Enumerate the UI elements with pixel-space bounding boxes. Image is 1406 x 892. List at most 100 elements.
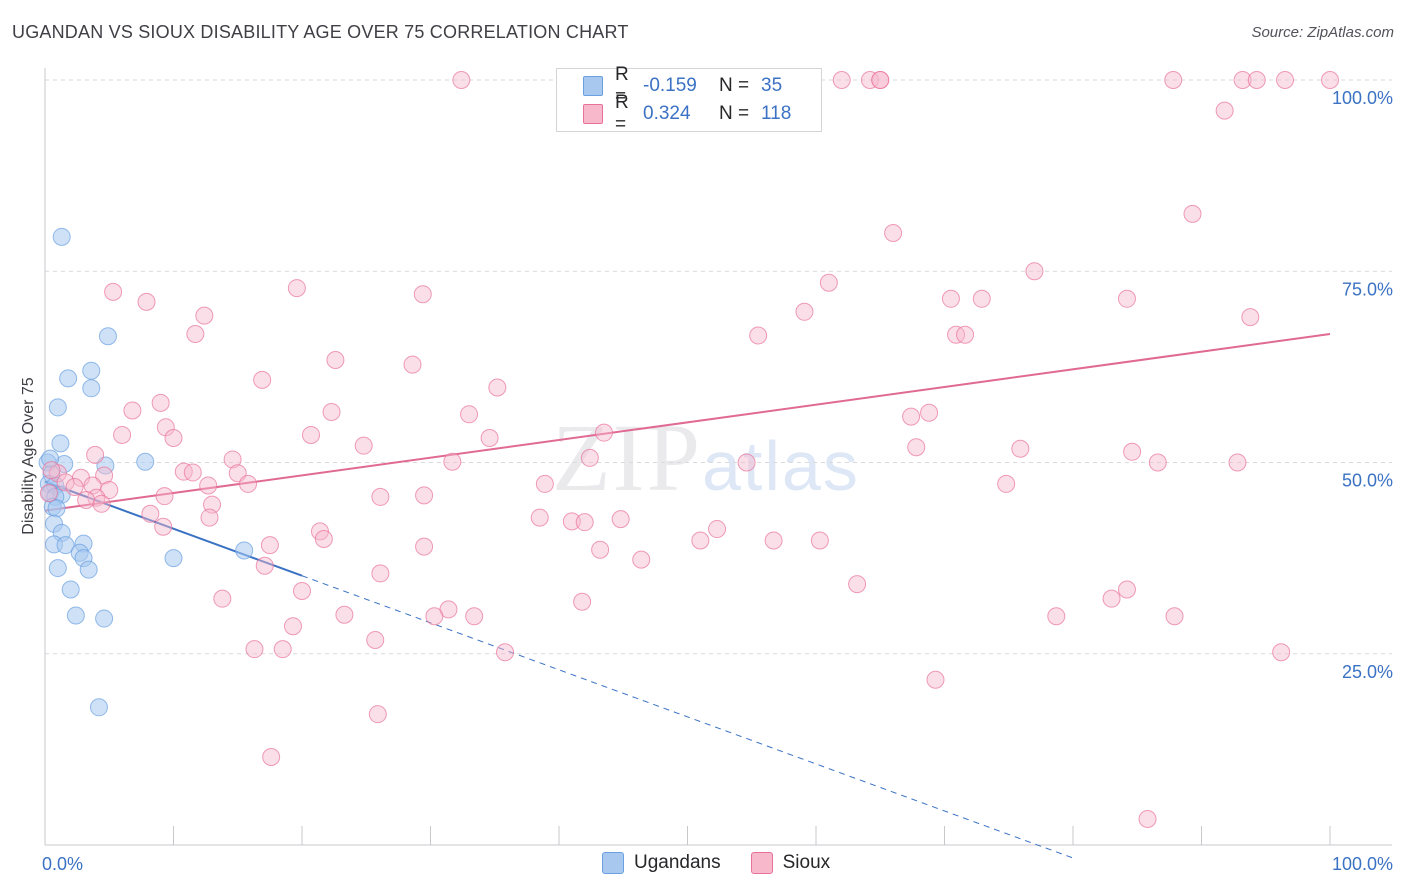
point-sioux	[213, 589, 232, 608]
legend-row-sioux: R = 0.324 N = 118	[557, 92, 792, 135]
legend-item-ugandans[interactable]: Ugandans	[602, 852, 721, 874]
point-ugandans	[59, 369, 78, 388]
point-ugandans	[48, 559, 67, 578]
point-sioux	[425, 607, 444, 626]
point-sioux	[200, 508, 219, 527]
point-sioux	[156, 418, 175, 437]
watermark-sub: atlas	[702, 427, 860, 505]
legend-item-sioux[interactable]: Sioux	[750, 852, 830, 874]
trend-line-sioux	[44, 332, 1331, 512]
point-sioux	[1102, 589, 1121, 608]
legend-label-ugandans: Ugandans	[634, 852, 721, 873]
point-sioux	[848, 575, 867, 594]
point-sioux	[871, 71, 890, 89]
point-sioux	[39, 484, 58, 503]
point-ugandans	[82, 379, 101, 398]
point-sioux	[941, 289, 960, 308]
point-sioux	[632, 550, 651, 569]
y-tick-label: 75.0%	[1342, 279, 1393, 299]
point-sioux	[301, 425, 320, 444]
point-sioux	[810, 531, 829, 550]
point-sioux	[354, 436, 373, 455]
point-sioux	[287, 279, 306, 298]
point-ugandans	[48, 398, 67, 417]
point-sioux	[141, 504, 160, 523]
point-sioux	[255, 556, 274, 575]
data-points	[38, 71, 1339, 828]
point-sioux	[573, 592, 592, 611]
point-ugandans	[66, 606, 85, 625]
point-sioux	[708, 520, 727, 539]
point-sioux	[1165, 607, 1184, 626]
legend-n-label: N =	[719, 103, 750, 124]
point-sioux	[415, 486, 434, 505]
point-sioux	[691, 531, 710, 550]
point-sioux	[195, 306, 214, 325]
point-sioux	[164, 429, 183, 448]
point-sioux	[368, 705, 387, 724]
trend-lines	[44, 332, 1331, 859]
correlation-legend: R = -0.159 N = 35 R = 0.324 N = 118	[556, 64, 822, 135]
point-sioux	[245, 640, 264, 659]
point-ugandans	[95, 609, 114, 628]
legend-r-label: R =	[615, 92, 629, 135]
point-sioux	[1241, 308, 1260, 327]
series-legend: Ugandans Sioux	[602, 852, 860, 874]
point-sioux	[174, 462, 193, 481]
watermark: ZIPatlas	[552, 402, 860, 513]
point-sioux	[183, 463, 202, 482]
y-tick-label: 100.0%	[1332, 88, 1393, 108]
point-sioux	[496, 643, 515, 662]
point-sioux	[403, 355, 422, 374]
legend-row-ugandans: R = -0.159 N = 35	[557, 64, 782, 107]
point-sioux	[239, 474, 258, 493]
x-tick-label: 100.0%	[1332, 854, 1393, 874]
point-ugandans	[98, 327, 117, 346]
point-sioux	[907, 438, 926, 457]
point-sioux	[997, 474, 1016, 493]
point-sioux	[284, 617, 303, 636]
point-ugandans	[47, 499, 66, 518]
point-sioux	[113, 425, 132, 444]
point-sioux	[1215, 101, 1234, 120]
point-sioux	[104, 282, 123, 301]
legend-swatch-ugandans	[602, 852, 624, 874]
point-ugandans	[61, 580, 80, 599]
point-sioux	[580, 448, 599, 467]
legend-swatch-ugandans	[583, 76, 603, 96]
point-sioux	[591, 540, 610, 559]
point-sioux	[273, 640, 292, 659]
point-sioux	[371, 487, 390, 506]
point-sioux	[575, 513, 594, 532]
legend-swatch-sioux	[583, 104, 603, 124]
point-ugandans	[136, 452, 155, 471]
point-sioux	[123, 401, 142, 420]
point-sioux	[443, 452, 462, 471]
point-sioux	[1272, 643, 1291, 662]
source-credit: Source: ZipAtlas.com	[1251, 24, 1394, 41]
point-sioux	[926, 670, 945, 689]
point-sioux	[1233, 71, 1252, 89]
point-sioux	[335, 605, 354, 624]
point-ugandans	[89, 698, 108, 717]
point-sioux	[480, 429, 499, 448]
point-sioux	[749, 326, 768, 345]
point-sioux	[737, 453, 756, 472]
trend-line-ugandans-extension	[301, 575, 1074, 859]
legend-n-value: 118	[761, 103, 792, 124]
point-sioux	[1183, 204, 1202, 223]
point-sioux	[366, 630, 385, 649]
point-sioux	[1276, 71, 1295, 89]
point-ugandans	[56, 536, 75, 555]
point-sioux	[314, 530, 333, 548]
point-sioux	[530, 508, 549, 527]
point-ugandans	[235, 541, 254, 560]
legend-swatch-sioux	[750, 852, 773, 874]
point-ugandans	[52, 227, 71, 246]
y-tick-label: 25.0%	[1342, 662, 1393, 682]
point-sioux	[86, 445, 105, 464]
point-ugandans	[41, 449, 60, 468]
point-sioux	[1138, 809, 1157, 828]
point-sioux	[65, 477, 84, 496]
